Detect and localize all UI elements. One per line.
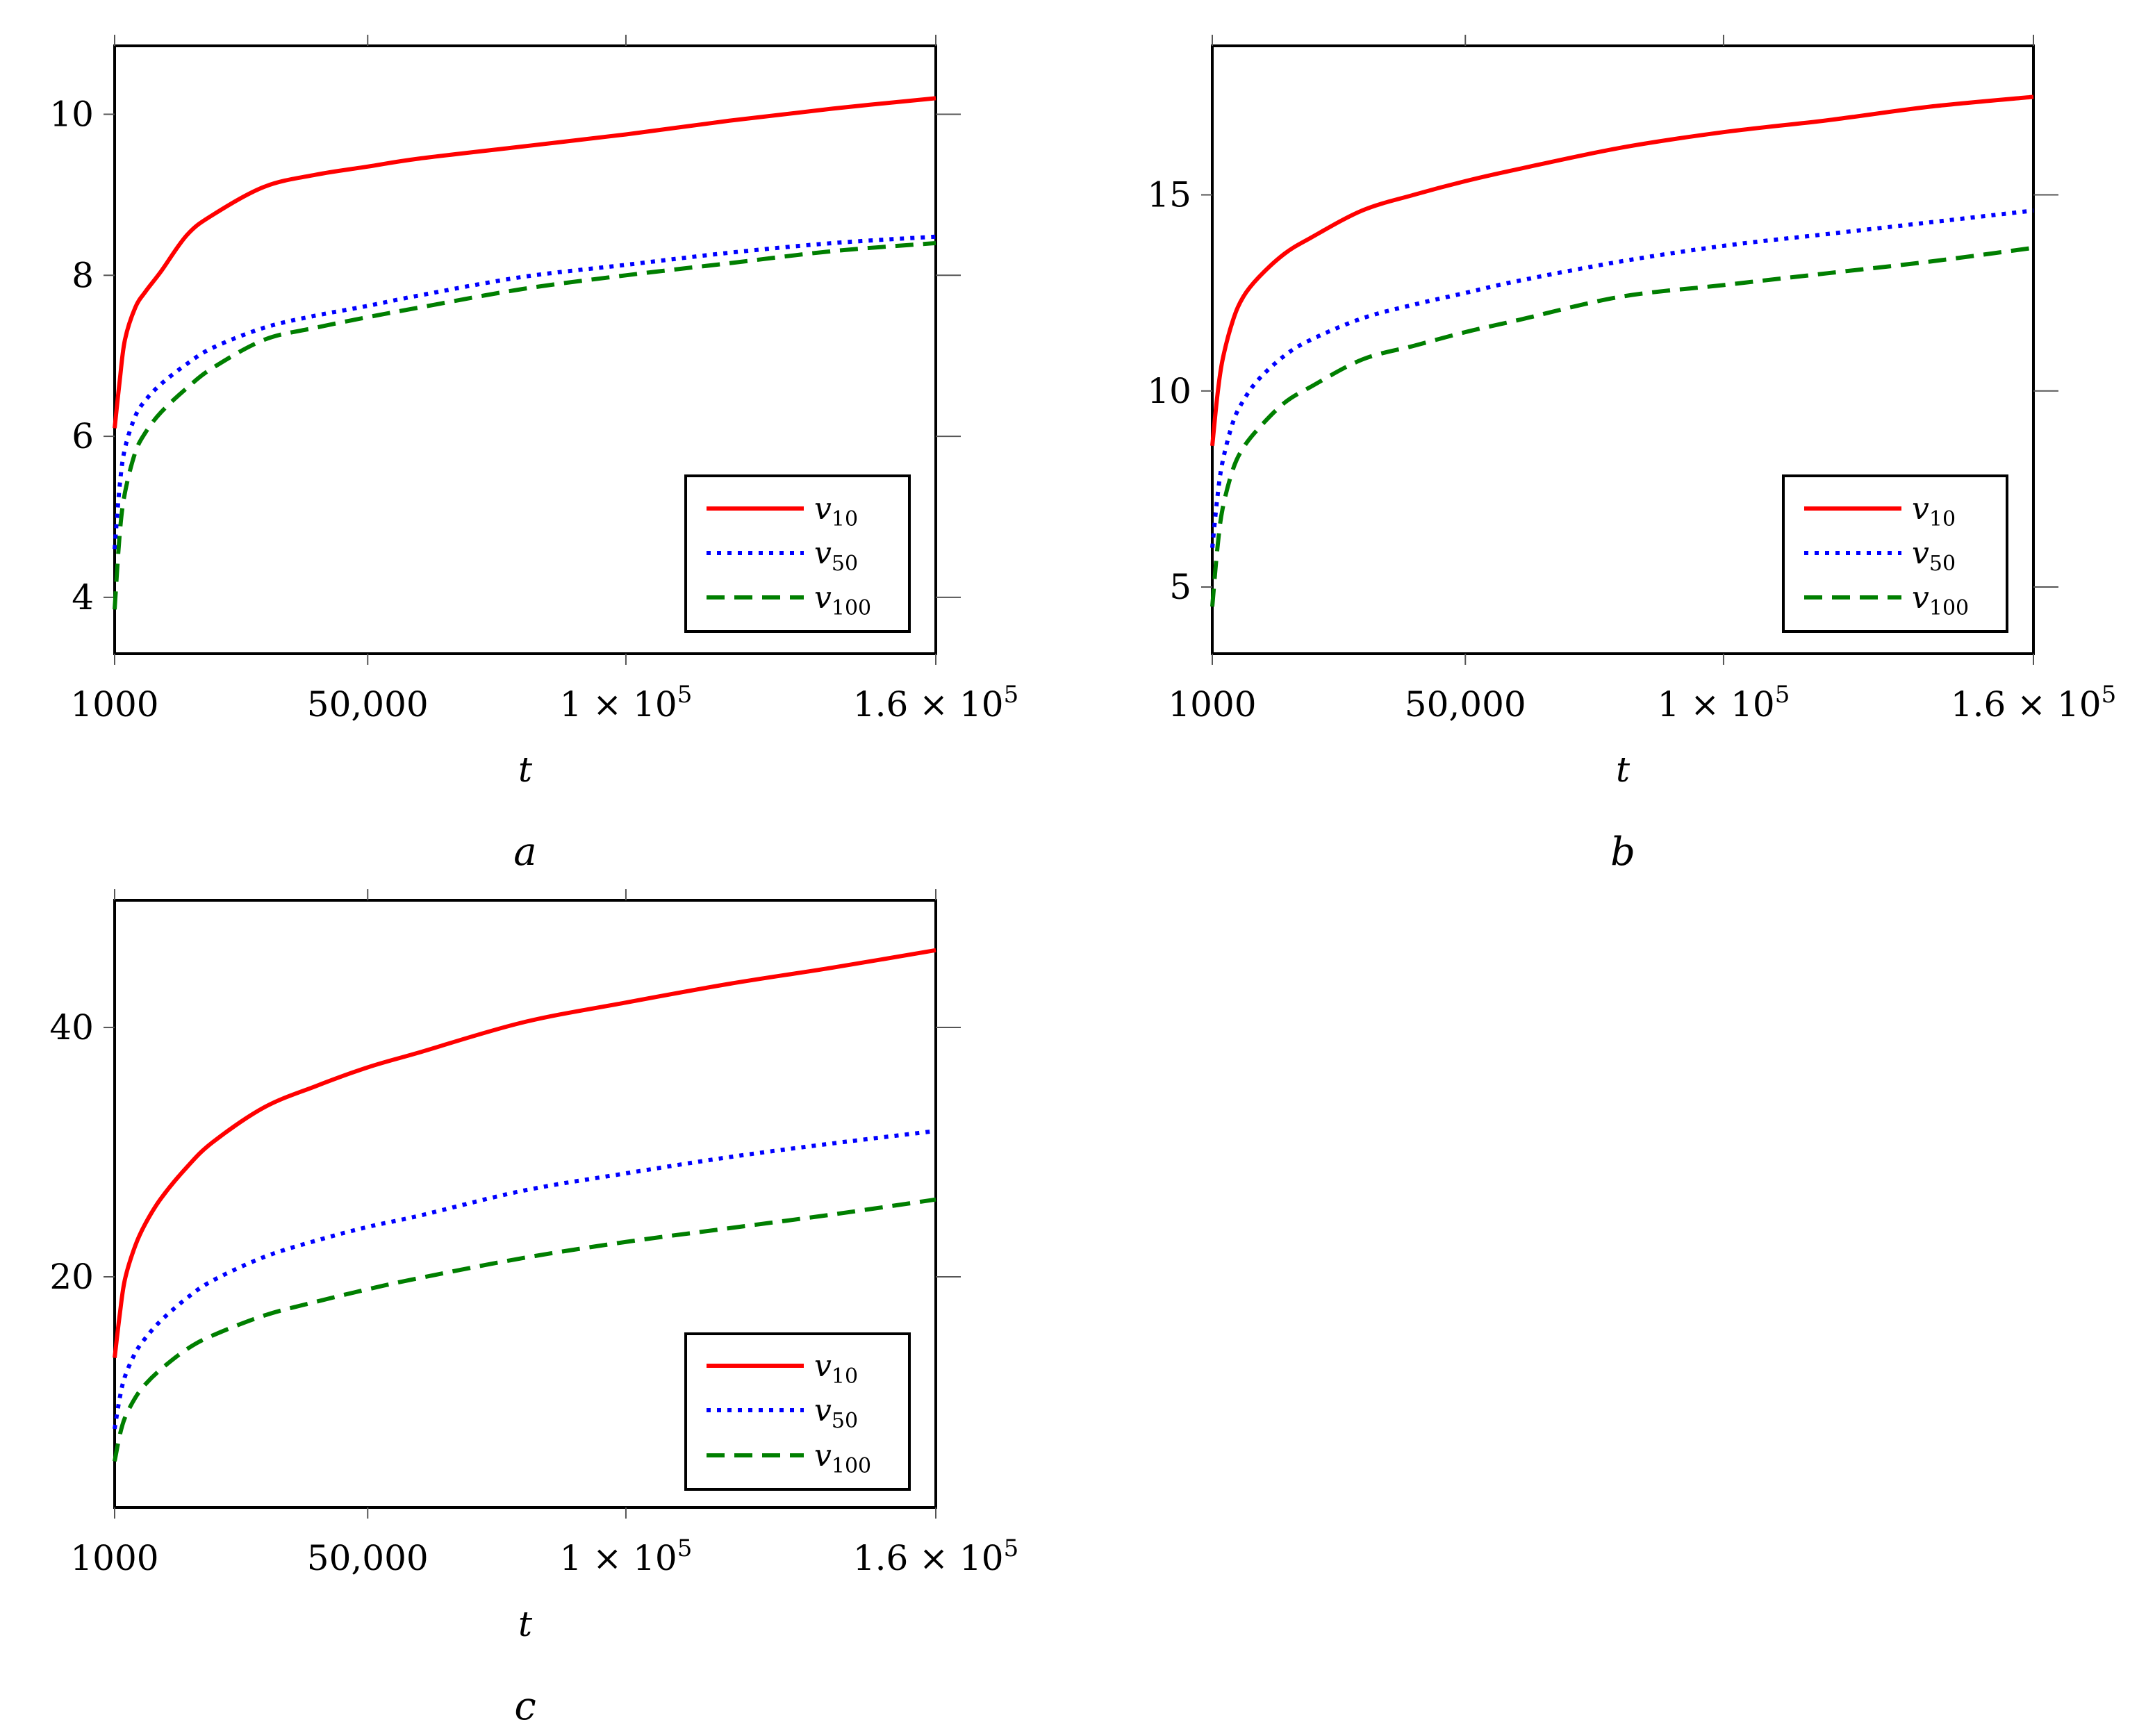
panel-a: 1000 50,000 1 × 105 1.6 × 105 4 6 8 10 v10 v50 … [49, 35, 1018, 875]
y-tick-label-c-1: 40 [49, 1007, 94, 1048]
legend-label-v50-c: v50 [814, 1393, 858, 1433]
legend-label-v10-b: v10 [1912, 491, 1956, 531]
x-axis-title-b: t [1616, 750, 1630, 790]
legend-label-v100-c: v100 [814, 1438, 871, 1478]
legend-a: v10 v50 v100 [684, 474, 911, 633]
plot-area-a: 1000 50,000 1 × 105 1.6 × 105 4 6 8 10 [49, 35, 1018, 725]
panel-label-a: a [513, 829, 536, 875]
legend-label-v10-a: v10 [814, 491, 858, 531]
x-tick-label-a-1: 50,000 [307, 684, 429, 725]
panel-label-b: b [1610, 829, 1635, 875]
plot-frame-b [1211, 44, 2035, 655]
series-line-v100-c [113, 1197, 936, 1462]
legend-label-v100-b: v100 [1912, 580, 1969, 620]
x-tick-label-a-0: 1000 [70, 684, 158, 725]
x-tick-label-a-2: 1 × 105 [560, 681, 693, 725]
series-line-v10-b [1210, 94, 2034, 447]
plot-area-b: 1000 50,000 1 × 105 1.6 × 105 5 10 15 [1147, 35, 2116, 725]
legend-b: v10 v50 v100 [1782, 474, 2008, 633]
x-tick-label-c-3: 1.6 × 105 [853, 1535, 1018, 1578]
x-tick-label-c-1: 50,000 [307, 1538, 429, 1578]
panel-label-c: c [514, 1684, 536, 1729]
y-tick-label-a-2: 8 [72, 255, 94, 295]
panel-c: 1000 50,000 1 × 105 1.6 × 105 20 40 v10 v50 v… [49, 889, 1018, 1729]
legend-label-v10-c: v10 [814, 1348, 858, 1389]
legend-label-v100-a: v100 [814, 580, 871, 620]
plot-frame-a [113, 44, 937, 655]
series-line-v100-b [1210, 245, 2034, 607]
series-line-v50-b [1210, 208, 2034, 548]
x-axis-title-a: t [518, 750, 533, 790]
legend-box-c [684, 1332, 911, 1491]
series-line-v10-a [113, 96, 936, 429]
y-tick-label-a-1: 6 [72, 416, 94, 456]
legend-label-v50-a: v50 [814, 536, 858, 576]
y-tick-label-b-0: 5 [1169, 567, 1191, 607]
y-tick-label-b-2: 15 [1147, 175, 1191, 215]
y-tick-label-a-3: 10 [49, 94, 94, 135]
plot-area-c: 1000 50,000 1 × 105 1.6 × 105 20 40 [49, 889, 1018, 1578]
x-tick-label-c-0: 1000 [70, 1538, 158, 1578]
series-line-v10-c [113, 948, 936, 1358]
x-tick-label-a-3: 1.6 × 105 [853, 681, 1018, 725]
x-tick-label-c-2: 1 × 105 [560, 1535, 693, 1578]
legend-label-v50-b: v50 [1912, 536, 1956, 576]
y-tick-label-c-0: 20 [49, 1257, 94, 1297]
y-tick-label-a-0: 4 [72, 577, 94, 618]
x-tick-label-b-1: 50,000 [1405, 684, 1526, 725]
legend-c: v10 v50 v100 [684, 1332, 911, 1491]
x-axis-title-c: t [518, 1604, 533, 1644]
y-tick-label-b-1: 10 [1147, 371, 1191, 411]
series-line-v50-c [113, 1129, 936, 1430]
legend-box-b [1782, 474, 2008, 633]
legend-box-a [684, 474, 911, 633]
x-tick-label-b-3: 1.6 × 105 [1951, 681, 2116, 725]
x-tick-label-b-0: 1000 [1168, 684, 1256, 725]
x-tick-label-b-2: 1 × 105 [1658, 681, 1790, 725]
panel-b: 1000 50,000 1 × 105 1.6 × 105 5 10 15 v10 v50 … [1147, 35, 2116, 875]
plot-frame-c [113, 899, 937, 1509]
